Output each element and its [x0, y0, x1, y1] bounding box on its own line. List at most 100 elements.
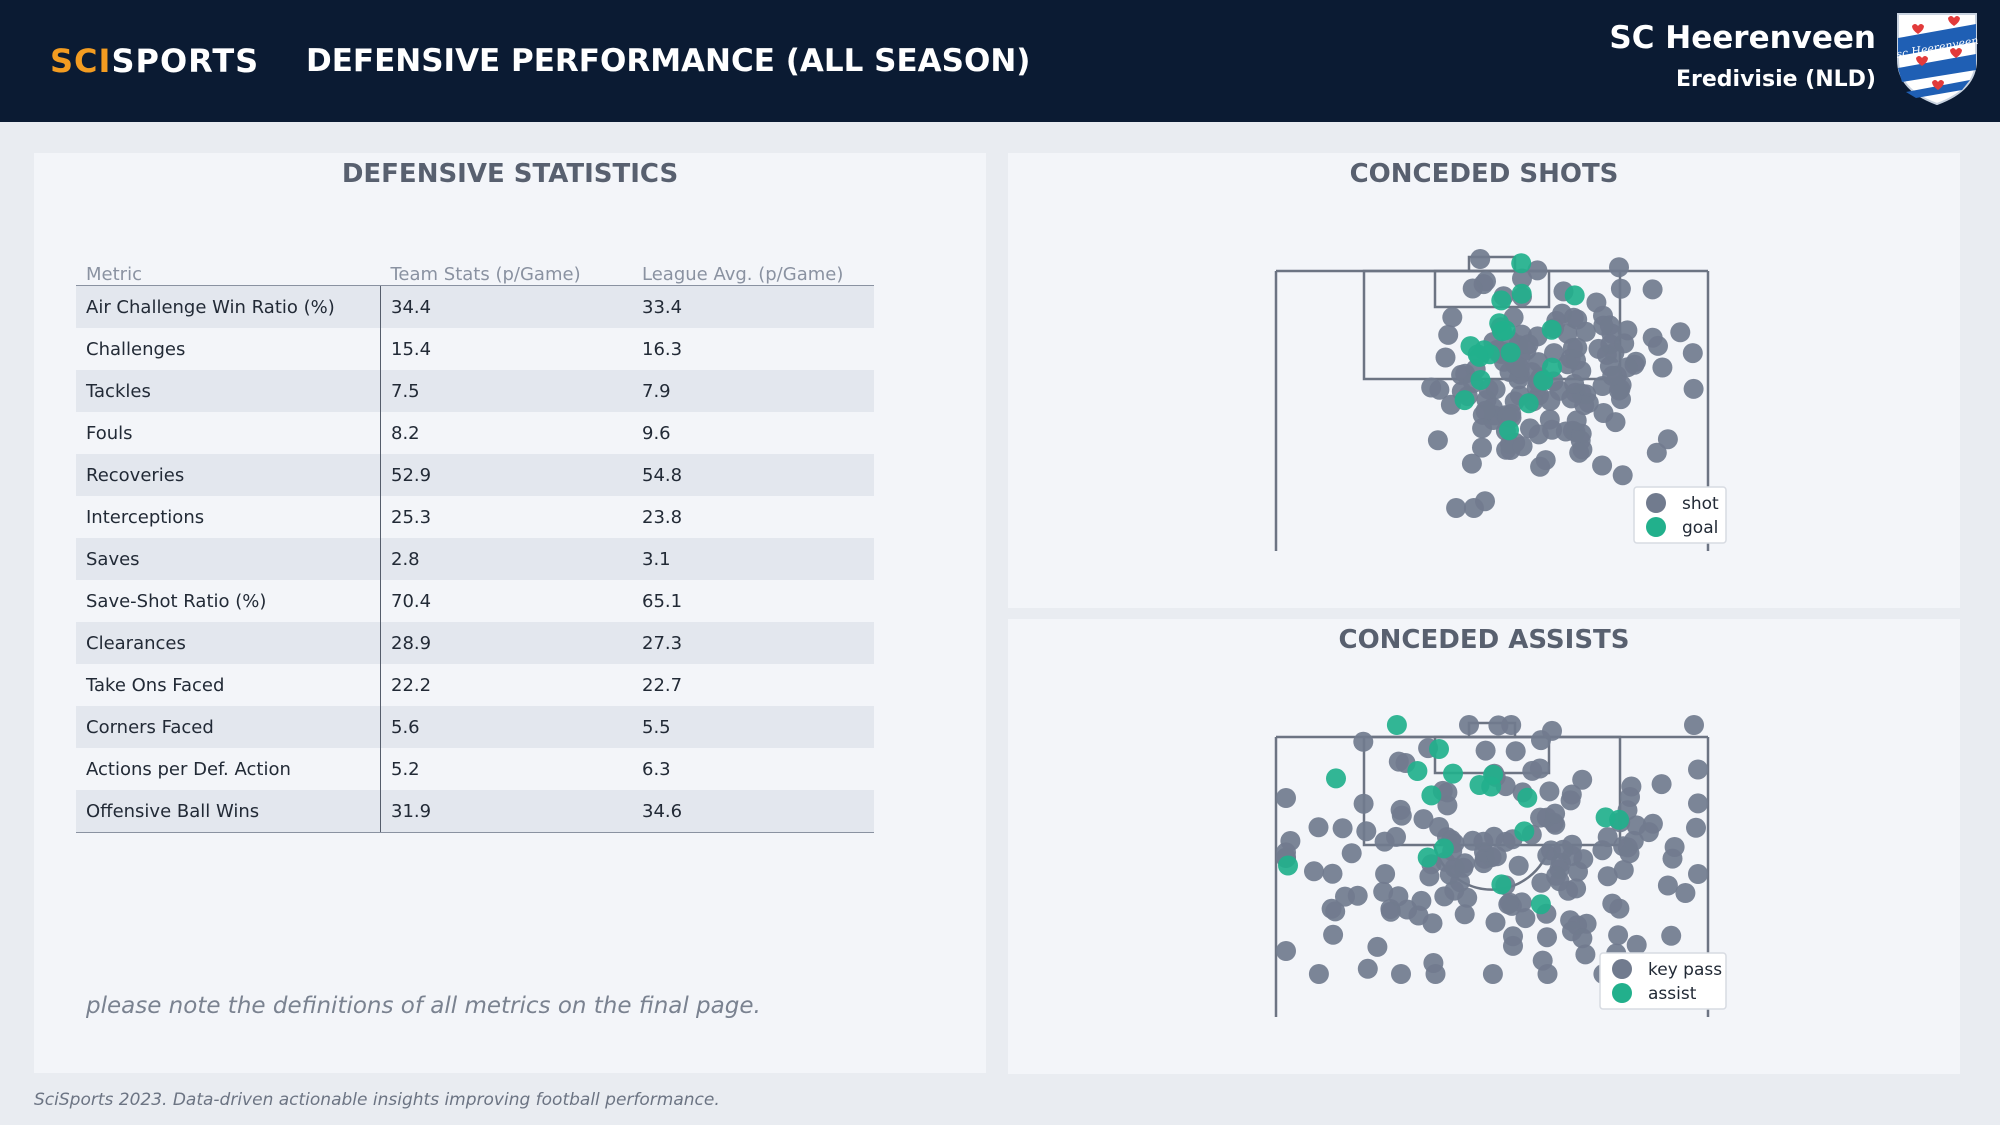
shot-marker — [1646, 442, 1667, 463]
team-value-cell: 70.4 — [391, 590, 432, 612]
shot-marker — [1593, 315, 1614, 336]
key-pass-marker — [1454, 904, 1475, 925]
goal-marker — [1495, 320, 1516, 341]
key-pass-marker — [1505, 741, 1526, 762]
key-pass-marker — [1572, 769, 1593, 790]
shot-marker — [1588, 338, 1609, 359]
key-pass-marker — [1388, 751, 1409, 772]
metric-cell: Air Challenge Win Ratio (%) — [76, 285, 381, 328]
shot-marker — [1575, 321, 1596, 342]
league-value-cell: 65.1 — [642, 590, 683, 612]
metric-cell: Fouls — [76, 412, 381, 454]
team-value-cell: 28.9 — [380, 622, 632, 664]
key-pass-marker — [1508, 855, 1529, 876]
shot-marker — [1609, 257, 1629, 278]
key-pass-marker — [1353, 793, 1374, 814]
legend-label: shot — [1682, 494, 1719, 514]
table-row: Save-Shot Ratio (%) 70.4 65.1 — [76, 580, 874, 622]
shot-marker — [1461, 453, 1482, 474]
key-pass-marker — [1380, 901, 1401, 922]
key-pass-marker — [1322, 863, 1343, 884]
legend-label: key pass — [1648, 960, 1722, 980]
defensive-stats-table: Metric Team Stats (p/Game) League Avg. (… — [76, 255, 874, 833]
shot-marker — [1509, 357, 1530, 378]
key-pass-marker — [1560, 790, 1581, 811]
shot-marker — [1657, 429, 1678, 450]
conceded-shots-panel: CONCEDED SHOTS shot goal — [1008, 153, 1960, 608]
key-pass-marker — [1688, 793, 1708, 814]
key-pass-marker — [1356, 821, 1377, 842]
metric-cell: Offensive Ball Wins — [76, 790, 381, 833]
shot-marker — [1442, 307, 1463, 328]
shot-marker — [1569, 442, 1590, 463]
shot-marker — [1648, 335, 1668, 356]
pitch-lines — [1274, 721, 1710, 1017]
shot-marker — [1612, 465, 1633, 486]
team-name: SC Heerenveen — [1609, 20, 1876, 56]
shot-marker — [1593, 403, 1614, 423]
key-pass-marker — [1457, 887, 1478, 908]
goal-marker — [1491, 290, 1512, 311]
metric-cell: Recoveries — [76, 454, 381, 496]
key-pass-marker — [1542, 720, 1562, 741]
legend-marker — [1646, 517, 1666, 537]
goal-marker — [1467, 344, 1488, 365]
shot-marker — [1475, 400, 1496, 421]
legend-marker — [1612, 983, 1632, 1003]
key-pass-marker — [1675, 883, 1696, 903]
key-pass-marker — [1437, 782, 1458, 803]
key-pass-marker — [1454, 853, 1475, 874]
league-value-cell: 22.7 — [642, 674, 683, 696]
goal-marker — [1533, 370, 1554, 391]
pitch-lines — [1274, 255, 1710, 551]
shot-marker — [1518, 334, 1539, 355]
league-value-cell: 9.6 — [642, 422, 671, 444]
league-value-cell: 16.3 — [642, 338, 683, 360]
table-row: Tackles 7.5 7.9 — [76, 370, 874, 412]
goal-marker — [1564, 285, 1585, 306]
key-pass-marker — [1423, 953, 1444, 973]
goal-marker — [1470, 370, 1491, 390]
key-pass-marker — [1575, 944, 1596, 965]
shot-marker — [1682, 343, 1703, 364]
shot-marker — [1438, 324, 1459, 345]
table-row: Corners Faced 5.6 5.5 — [76, 706, 874, 748]
key-pass-marker — [1323, 924, 1344, 945]
key-pass-marker — [1386, 826, 1406, 847]
assist-marker — [1433, 838, 1454, 859]
key-pass-marker — [1485, 912, 1506, 933]
team-value-cell: 7.5 — [380, 370, 632, 412]
shot-marker — [1446, 498, 1467, 518]
key-pass-marker — [1308, 964, 1329, 984]
shot-marker — [1485, 379, 1506, 400]
goal-marker — [1454, 390, 1475, 411]
league-value-cell: 5.5 — [632, 706, 874, 748]
assist-marker — [1326, 768, 1346, 789]
table-row: Recoveries 52.9 54.8 — [76, 454, 874, 496]
key-pass-marker — [1638, 822, 1659, 843]
legend-marker — [1612, 959, 1632, 979]
table-row: Offensive Ball Wins 31.9 34.6 — [76, 790, 874, 833]
legend-label: assist — [1648, 984, 1697, 1004]
key-pass-marker — [1664, 837, 1685, 857]
team-value-cell: 15.4 — [391, 338, 432, 360]
key-pass-marker — [1529, 758, 1550, 779]
key-pass-marker — [1688, 759, 1708, 780]
assists-pitch-map: key pass assist — [1274, 715, 1727, 1017]
page-title: DEFENSIVE PERFORMANCE (ALL SEASON) — [306, 43, 1031, 79]
key-pass-marker — [1498, 894, 1519, 915]
assist-marker — [1417, 847, 1438, 868]
table-header-row: Metric Team Stats (p/Game) League Avg. (… — [76, 255, 874, 286]
key-pass-marker — [1566, 878, 1587, 899]
key-pass-marker — [1503, 935, 1523, 956]
shot-marker — [1472, 437, 1492, 458]
metric-cell: Actions per Def. Action — [76, 748, 381, 790]
conceded-assists-panel: CONCEDED ASSISTS key pass assist — [1008, 619, 1960, 1074]
team-value-cell: 34.4 — [380, 285, 632, 328]
metric-cell: Challenges — [76, 328, 381, 370]
assist-marker — [1421, 785, 1442, 806]
shot-marker — [1592, 455, 1613, 476]
key-pass-marker — [1597, 866, 1618, 887]
key-pass-marker — [1539, 781, 1560, 802]
key-pass-marker — [1531, 872, 1552, 893]
